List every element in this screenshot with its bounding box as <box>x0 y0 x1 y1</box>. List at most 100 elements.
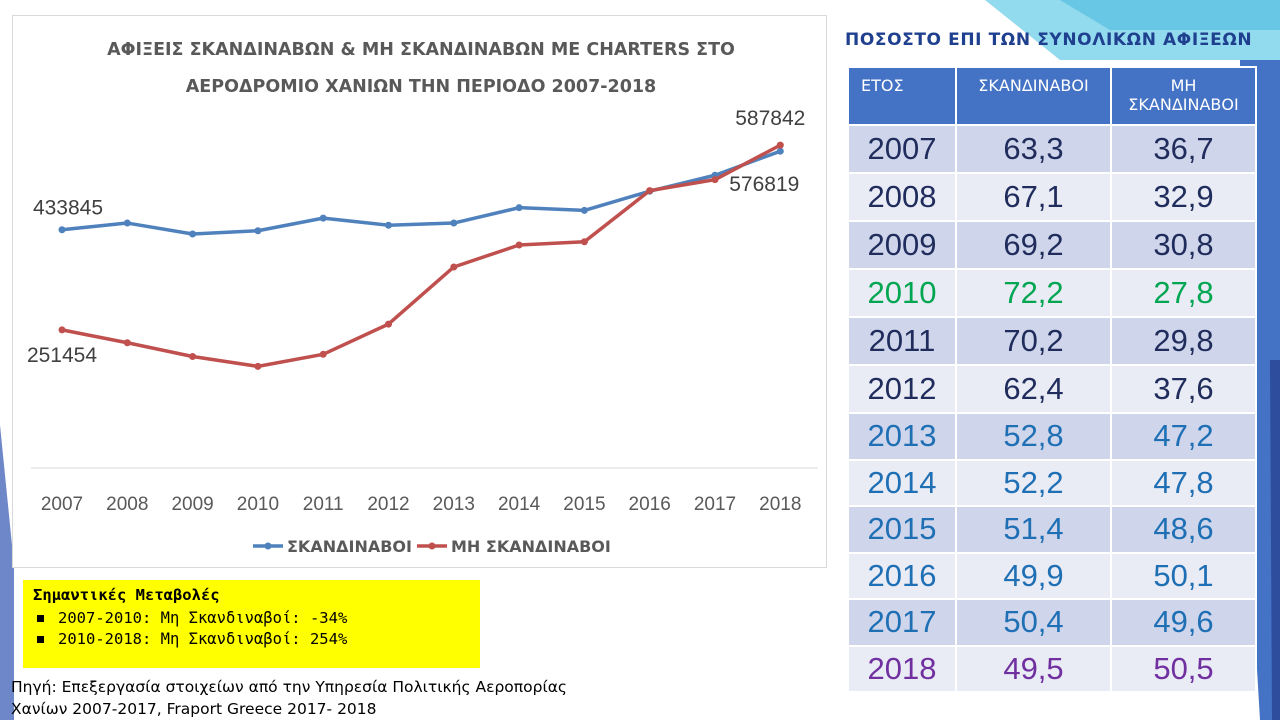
legend-item: ΜΗ ΣΚΑΝΔΙΝΑΒΟΙ <box>417 537 611 556</box>
table-row: 2010 72,2 27,8 <box>847 268 1257 318</box>
scandinavians-cell: 62,4 <box>955 364 1112 414</box>
table-row: 2012 62,4 37,6 <box>847 364 1257 414</box>
right-accent-shape-2 <box>1270 360 1280 720</box>
chart-title-line-2: ΑΕΡΟΔΡΟΜΙΟ ΧΑΝΙΩΝ ΤΗΝ ΠΕΡΙΟΔΟ 2007-2018 <box>186 77 656 97</box>
chart-legend: ΣΚΑΝΔΙΝΑΒΟΙ ΜΗ ΣΚΑΝΔΙΝΑΒΟΙ <box>253 537 611 556</box>
table-row: 2011 70,2 29,8 <box>847 316 1257 366</box>
legend-label: ΣΚΑΝΔΙΝΑΒΟΙ <box>287 537 412 556</box>
data-point <box>515 204 523 212</box>
year-cell: 2007 <box>847 124 957 174</box>
scandinavians-cell: 50,4 <box>955 598 1112 647</box>
table-row: 2009 69,2 30,8 <box>847 220 1257 270</box>
bullet-icon <box>37 635 44 643</box>
year-cell: 2011 <box>847 316 957 366</box>
header-year: ΕΤΟΣ <box>847 66 957 126</box>
legend-item: ΣΚΑΝΔΙΝΑΒΟΙ <box>253 537 412 556</box>
table-row: 2013 52,8 47,2 <box>847 412 1257 461</box>
year-cell: 2009 <box>847 220 957 270</box>
source-note: Πηγή: Επεξεργασία στοιχείων από την Υπηρ… <box>11 676 691 720</box>
series-line-0 <box>61 149 781 236</box>
year-cell: 2014 <box>847 458 957 507</box>
x-tick-label: 2015 <box>563 494 605 515</box>
non-scandinavians-cell: 47,8 <box>1110 458 1257 507</box>
non-scandinavians-cell: 37,6 <box>1110 364 1257 414</box>
data-point <box>450 263 458 271</box>
year-cell: 2015 <box>847 505 957 554</box>
data-point <box>580 238 588 246</box>
x-tick-label: 2012 <box>367 494 409 515</box>
year-cell: 2018 <box>847 644 957 693</box>
top-right-accent-shape-2 <box>1060 0 1280 30</box>
x-tick-label: 2008 <box>106 494 148 515</box>
year-cell: 2013 <box>847 412 957 461</box>
scandinavians-cell: 49,9 <box>955 551 1112 600</box>
notes-box: Σημαντικές Μεταβολές 2007-2010: Μη Σκανδ… <box>23 580 480 668</box>
scandinavians-cell: 69,2 <box>955 220 1112 270</box>
table-row: 2016 49,9 50,1 <box>847 551 1257 600</box>
legend-marker-icon <box>428 542 436 550</box>
table-row: 2017 50,4 49,6 <box>847 598 1257 647</box>
data-point <box>58 226 66 234</box>
non-scandinavians-cell: 32,9 <box>1110 172 1257 222</box>
non-scandinavians-cell: 36,7 <box>1110 124 1257 174</box>
series-lines <box>58 141 784 370</box>
x-axis-ticks: 2007 2008 2009 2010 2011 2012 2013 2014 2015 2016… <box>41 494 802 515</box>
header-non-scandinavians: ΜΗ ΣΚΑΝΔΙΝΑΒΟΙ <box>1110 66 1257 126</box>
data-point <box>515 241 523 249</box>
source-line-1: Πηγή: Επεξεργασία στοιχείων από την Υπηρ… <box>11 678 568 696</box>
table-title: ΠΟΣΟΣΤΟ ΕΠΙ ΤΩΝ ΣΥΝΟΛΙΚΩΝ ΑΦΙΞΕΩΝ <box>845 30 1253 50</box>
non-scandinavians-cell: 50,1 <box>1110 551 1257 600</box>
data-point <box>385 221 392 229</box>
scandinavians-cell: 63,3 <box>955 124 1112 174</box>
notes-item-text: 2010-2018: Μη Σκανδιναβοί: 254% <box>58 630 348 648</box>
x-tick-label: 2013 <box>433 494 475 515</box>
notes-title: Σημαντικές Μεταβολές <box>33 586 220 604</box>
data-point <box>189 230 197 238</box>
scandinavians-cell: 70,2 <box>955 316 1112 366</box>
x-tick-label: 2009 <box>171 494 213 515</box>
year-cell: 2008 <box>847 172 957 222</box>
year-cell: 2016 <box>847 551 957 600</box>
bullet-icon <box>37 614 44 622</box>
data-point <box>123 339 131 347</box>
data-point <box>646 187 654 195</box>
scandinavians-cell: 67,1 <box>955 172 1112 222</box>
legend-label: ΜΗ ΣΚΑΝΔΙΝΑΒΟΙ <box>451 537 611 556</box>
data-point <box>58 326 66 334</box>
chart-title-line-1: ΑΦΙΞΕΙΣ ΣΚΑΝΔΙΝΑΒΩΝ & ΜΗ ΣΚΑΝΔΙΝΑΒΩΝ ΜΕ … <box>107 40 735 60</box>
scandinavians-cell: 51,4 <box>955 505 1112 554</box>
data-point <box>254 227 262 235</box>
data-label: 587842 <box>735 107 805 130</box>
data-point <box>319 350 327 358</box>
header-scandinavians: ΣΚΑΝΔΙΝΑΒΟΙ <box>955 66 1112 126</box>
line-chart: ΑΦΙΞΕΙΣ ΣΚΑΝΔΙΝΑΒΩΝ & ΜΗ ΣΚΑΝΔΙΝΑΒΩΝ ΜΕ … <box>27 40 818 556</box>
data-point <box>580 206 588 214</box>
non-scandinavians-cell: 30,8 <box>1110 220 1257 270</box>
table-header-row: ΕΤΟΣ ΣΚΑΝΔΙΝΑΒΟΙ ΜΗ ΣΚΑΝΔΙΝΑΒΟΙ <box>847 66 1257 126</box>
series-line-1 <box>61 143 782 369</box>
x-tick-label: 2017 <box>694 494 736 515</box>
data-label: 251454 <box>27 344 97 367</box>
x-tick-label: 2007 <box>41 494 83 515</box>
data-point <box>254 362 262 370</box>
data-point <box>123 219 131 227</box>
scandinavians-cell: 49,5 <box>955 644 1112 693</box>
legend-marker-icon <box>264 542 272 550</box>
table-row: 2014 52,2 47,8 <box>847 458 1257 507</box>
x-tick-label: 2014 <box>498 494 541 515</box>
table-row: 2015 51,4 48,6 <box>847 505 1257 554</box>
year-cell: 2010 <box>847 268 957 318</box>
chart-panel: ΑΦΙΞΕΙΣ ΣΚΑΝΔΙΝΑΒΩΝ & ΜΗ ΣΚΑΝΔΙΝΑΒΩΝ ΜΕ … <box>12 15 827 568</box>
notes-item: 2007-2010: Μη Σκανδιναβοί: -34% <box>33 609 470 627</box>
x-tick-label: 2016 <box>629 494 671 515</box>
table-body: 2007 63,3 36,7 2008 67,1 32,9 2009 69,2 30,8 2010… <box>847 124 1257 693</box>
year-cell: 2012 <box>847 364 957 414</box>
x-tick-label: 2011 <box>303 494 344 515</box>
source-line-2: Χανίων 2007-2017, Fraport Greece 2017- 2… <box>11 700 377 718</box>
non-scandinavians-cell: 50,5 <box>1110 644 1257 693</box>
table-row: 2007 63,3 36,7 <box>847 124 1257 174</box>
non-scandinavians-cell: 47,2 <box>1110 412 1257 461</box>
table-row: 2008 67,1 32,9 <box>847 172 1257 222</box>
data-point <box>319 214 327 222</box>
data-point <box>385 320 392 328</box>
